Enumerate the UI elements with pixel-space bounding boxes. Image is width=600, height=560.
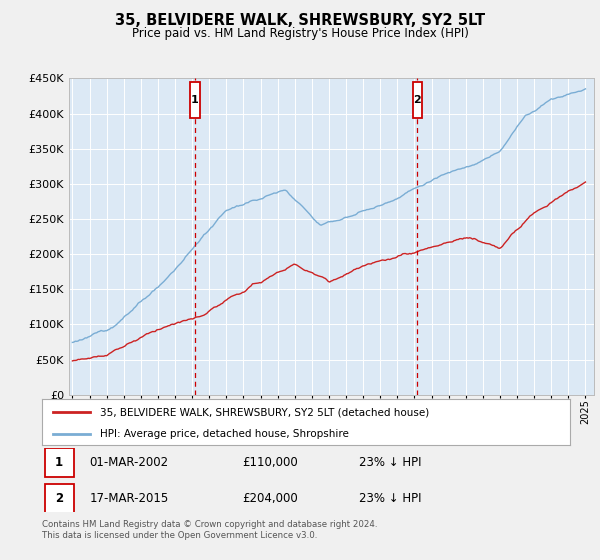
Text: 17-MAR-2015: 17-MAR-2015 [89, 492, 169, 505]
Text: HPI: Average price, detached house, Shropshire: HPI: Average price, detached house, Shro… [100, 429, 349, 438]
Text: 01-MAR-2002: 01-MAR-2002 [89, 456, 169, 469]
FancyBboxPatch shape [190, 82, 200, 118]
FancyBboxPatch shape [44, 447, 74, 477]
Text: 2: 2 [55, 492, 63, 505]
Text: £110,000: £110,000 [242, 456, 298, 469]
FancyBboxPatch shape [413, 82, 422, 118]
FancyBboxPatch shape [44, 484, 74, 513]
Text: Price paid vs. HM Land Registry's House Price Index (HPI): Price paid vs. HM Land Registry's House … [131, 27, 469, 40]
Text: £204,000: £204,000 [242, 492, 298, 505]
Text: 35, BELVIDERE WALK, SHREWSBURY, SY2 5LT: 35, BELVIDERE WALK, SHREWSBURY, SY2 5LT [115, 13, 485, 28]
Text: 1: 1 [55, 456, 63, 469]
Text: 23% ↓ HPI: 23% ↓ HPI [359, 492, 421, 505]
Text: Contains HM Land Registry data © Crown copyright and database right 2024.
This d: Contains HM Land Registry data © Crown c… [42, 520, 377, 540]
Text: 35, BELVIDERE WALK, SHREWSBURY, SY2 5LT (detached house): 35, BELVIDERE WALK, SHREWSBURY, SY2 5LT … [100, 407, 430, 417]
Text: 1: 1 [191, 95, 199, 105]
Text: 2: 2 [413, 95, 421, 105]
Text: 23% ↓ HPI: 23% ↓ HPI [359, 456, 421, 469]
